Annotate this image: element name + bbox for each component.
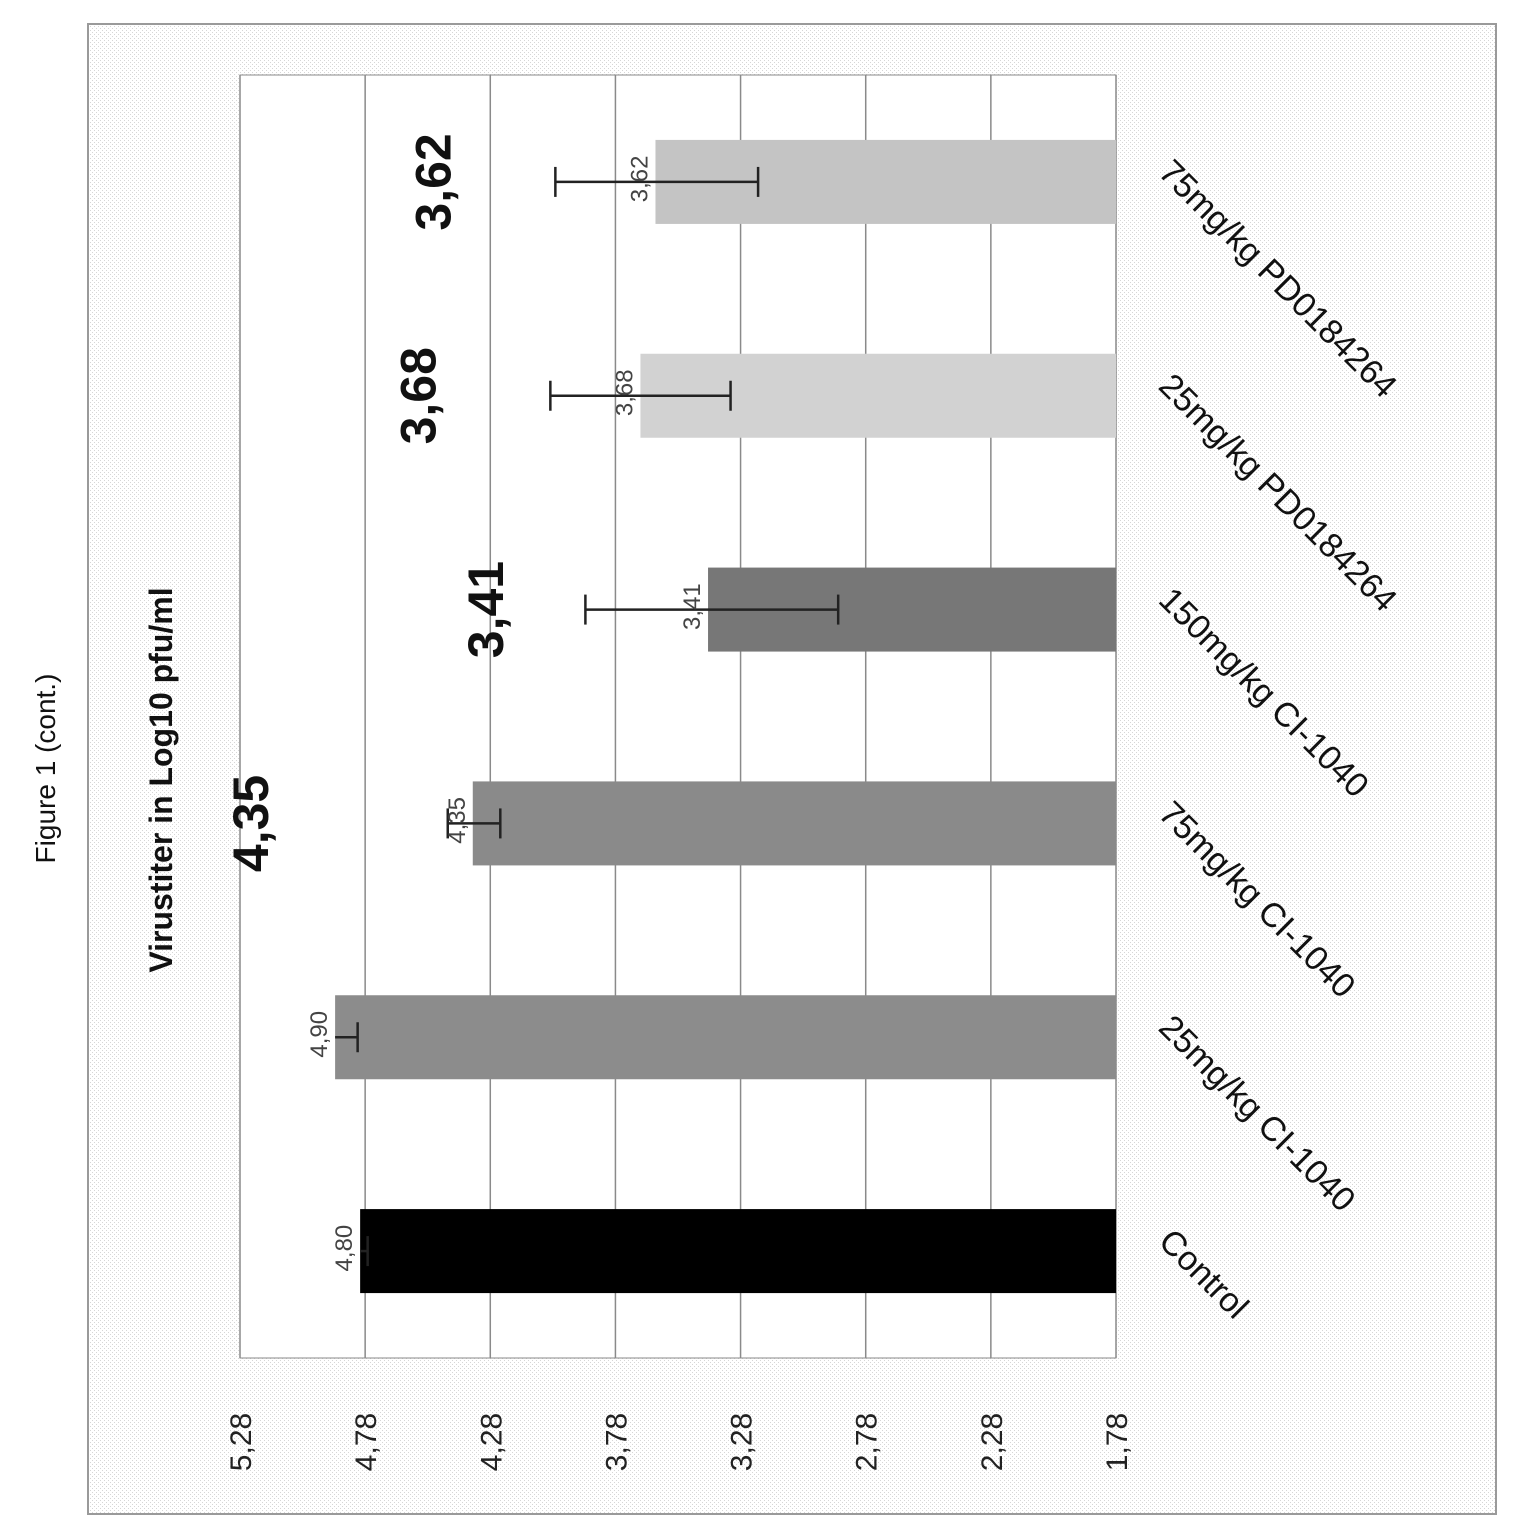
chart-title: Virustiter in Log10 pfu/ml bbox=[143, 587, 179, 972]
error-bars bbox=[335, 166, 840, 1267]
bars bbox=[335, 139, 1116, 1294]
highlight-value-label: 4,35 bbox=[223, 775, 279, 872]
bar bbox=[472, 781, 1116, 866]
gridlines bbox=[239, 75, 1117, 1358]
y-tick-label: 1,78 bbox=[1101, 1413, 1134, 1471]
y-axis-ticks: 1,78 2,28 2,78 3,28 3,78 4,28 4,78 5,28 bbox=[225, 1413, 1134, 1471]
data-label: 3,62 bbox=[626, 156, 653, 203]
data-labels: 4,80 4,90 4,35 4,35 3,41 3,41 3,68 3,68 3,62 3,62 bbox=[223, 133, 706, 1271]
highlight-value-label: 3,68 bbox=[390, 347, 446, 444]
data-label: 4,35 bbox=[444, 797, 471, 844]
chart-title-group: Virustiter in Log10 pfu/ml bbox=[143, 587, 179, 972]
y-tick-label: 2,78 bbox=[851, 1413, 884, 1471]
highlight-value-label: 3,41 bbox=[458, 561, 514, 658]
plot-area bbox=[239, 74, 1117, 1359]
bar bbox=[360, 1209, 1116, 1294]
data-label: 3,41 bbox=[679, 583, 706, 630]
data-label: 4,80 bbox=[331, 1225, 358, 1272]
y-tick-label: 4,78 bbox=[350, 1413, 383, 1471]
y-tick-label: 2,28 bbox=[976, 1413, 1009, 1471]
y-tick-label: 3,28 bbox=[726, 1413, 759, 1471]
bar bbox=[335, 995, 1116, 1080]
highlight-value-label: 3,62 bbox=[405, 133, 461, 230]
data-label: 4,90 bbox=[306, 1011, 333, 1058]
y-tick-label: 3,78 bbox=[600, 1413, 633, 1471]
y-tick-label: 5,28 bbox=[225, 1413, 258, 1471]
data-label: 3,68 bbox=[611, 369, 638, 416]
y-tick-label: 4,28 bbox=[475, 1413, 508, 1471]
